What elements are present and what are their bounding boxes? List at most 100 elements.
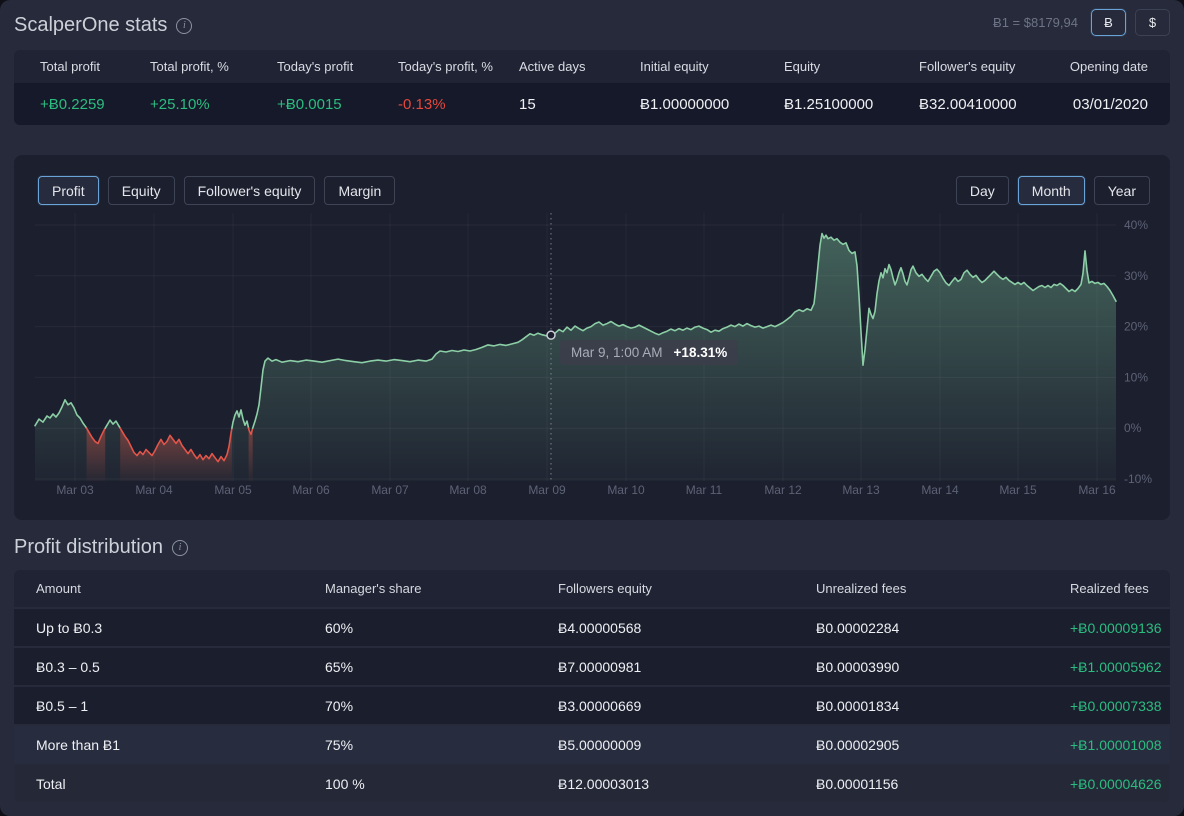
stats-page: ScalperOne stats i Ƀ1 = $8179,94 Ƀ$ Tota… <box>0 0 1184 816</box>
info-icon[interactable]: i <box>172 540 188 556</box>
distribution-cell-unrealized: Ƀ0.00002284 <box>794 609 1048 646</box>
svg-text:Mar 14: Mar 14 <box>921 483 959 497</box>
svg-text:Mar 05: Mar 05 <box>214 483 252 497</box>
distribution-column-header: Unrealized fees <box>794 570 1048 607</box>
distribution-cell-amount: Ƀ0.3 – 0.5 <box>14 648 303 685</box>
distribution-cell-followers: Ƀ5.00000009 <box>536 726 794 763</box>
svg-text:Mar 13: Mar 13 <box>842 483 880 497</box>
tab-equity[interactable]: Equity <box>108 176 175 205</box>
svg-text:40%: 40% <box>1124 218 1148 232</box>
distribution-cell-share: 65% <box>303 648 536 685</box>
stats-column-header: Follower's equity <box>893 50 1044 83</box>
svg-text:Mar 11: Mar 11 <box>686 483 723 497</box>
tab-follower-s-equity[interactable]: Follower's equity <box>184 176 316 205</box>
distribution-cell-share: 70% <box>303 687 536 724</box>
distribution-column-header: Realized fees <box>1048 570 1170 607</box>
svg-text:0%: 0% <box>1124 421 1142 435</box>
distribution-cell-realized: +Ƀ1.00005962 <box>1048 648 1170 685</box>
distribution-title-text: Profit distribution <box>14 536 163 559</box>
distribution-column-header: Followers equity <box>536 570 794 607</box>
stats-column-header: Active days <box>493 50 614 83</box>
distribution-title: Profit distribution i <box>14 536 188 559</box>
stats-column-header: Equity <box>758 50 893 83</box>
svg-text:10%: 10% <box>1124 370 1148 384</box>
stats-value: 15 <box>493 83 614 125</box>
svg-text:Mar 07: Mar 07 <box>371 483 409 497</box>
distribution-cell-amount: Total <box>14 765 303 802</box>
distribution-cell-realized: +Ƀ0.00009136 <box>1048 609 1170 646</box>
distribution-header-row: AmountManager's shareFollowers equityUnr… <box>14 570 1170 607</box>
distribution-cell-unrealized: Ƀ0.00003990 <box>794 648 1048 685</box>
distribution-column-header: Manager's share <box>303 570 536 607</box>
svg-text:Mar 09: Mar 09 <box>528 483 566 497</box>
svg-text:30%: 30% <box>1124 269 1148 283</box>
stats-value: Ƀ1.00000000 <box>614 83 758 125</box>
distribution-column-header: Amount <box>14 570 303 607</box>
distribution-cell-unrealized: Ƀ0.00002905 <box>794 726 1048 763</box>
profit-chart: Mar 03 Mar 04 Mar 05 Mar 06 Mar 07 Mar 08 Mar … <box>14 155 1170 520</box>
stats-value: Ƀ32.00410000 <box>893 83 1044 125</box>
svg-text:Mar 03: Mar 03 <box>56 483 94 497</box>
distribution-cell-realized: +Ƀ0.00007338 <box>1048 687 1170 724</box>
distribution-row[interactable]: Up to Ƀ0.360%Ƀ4.00000568Ƀ0.00002284+Ƀ0.0… <box>14 609 1170 646</box>
svg-text:Mar 08: Mar 08 <box>449 483 487 497</box>
currency-button-usd[interactable]: $ <box>1135 9 1170 36</box>
stats-value: +Ƀ0.2259 <box>14 83 124 125</box>
stats-values-row: +Ƀ0.2259+25.10%+Ƀ0.0015-0.13%15Ƀ1.000000… <box>14 83 1170 125</box>
distribution-row[interactable]: Ƀ0.3 – 0.565%Ƀ7.00000981Ƀ0.00003990+Ƀ1.0… <box>14 648 1170 685</box>
stats-column-header: Today's profit, % <box>372 50 493 83</box>
distribution-cell-realized: +Ƀ0.00004626 <box>1048 765 1170 802</box>
currency-button-btc[interactable]: Ƀ <box>1091 9 1126 36</box>
stats-column-header: Opening date <box>1044 50 1170 83</box>
range-year[interactable]: Year <box>1094 176 1150 205</box>
distribution-cell-share: 60% <box>303 609 536 646</box>
tab-profit[interactable]: Profit <box>38 176 99 205</box>
svg-text:Mar 12: Mar 12 <box>764 483 802 497</box>
distribution-cell-followers: Ƀ7.00000981 <box>536 648 794 685</box>
distribution-row[interactable]: Ƀ0.5 – 170%Ƀ3.00000669Ƀ0.00001834+Ƀ0.000… <box>14 687 1170 724</box>
page-title-text: ScalperOne stats <box>14 14 167 37</box>
stats-column-header: Total profit <box>14 50 124 83</box>
stats-column-header: Total profit, % <box>124 50 251 83</box>
distribution-cell-realized: +Ƀ1.00001008 <box>1048 726 1170 763</box>
stats-value: -0.13% <box>372 83 493 125</box>
svg-text:20%: 20% <box>1124 320 1148 334</box>
distribution-cell-amount: Ƀ0.5 – 1 <box>14 687 303 724</box>
distribution-body: Up to Ƀ0.360%Ƀ4.00000568Ƀ0.00002284+Ƀ0.0… <box>14 609 1170 802</box>
distribution-cell-followers: Ƀ4.00000568 <box>536 609 794 646</box>
stats-column-header: Initial equity <box>614 50 758 83</box>
distribution-row[interactable]: More than Ƀ175%Ƀ5.00000009Ƀ0.00002905+Ƀ1… <box>14 726 1170 763</box>
svg-text:Mar 06: Mar 06 <box>292 483 330 497</box>
exchange-rate: Ƀ1 = $8179,94 <box>993 15 1078 30</box>
distribution-cell-followers: Ƀ12.00003013 <box>536 765 794 802</box>
tooltip-value: +18.31% <box>674 345 728 360</box>
chart-panel: Mar 03 Mar 04 Mar 05 Mar 06 Mar 07 Mar 08 Mar … <box>14 155 1170 520</box>
distribution-cell-share: 100 % <box>303 765 536 802</box>
stats-value: 03/01/2020 <box>1044 83 1170 125</box>
distribution-cell-amount: More than Ƀ1 <box>14 726 303 763</box>
distribution-table: AmountManager's shareFollowers equityUnr… <box>14 570 1170 802</box>
stats-column-header: Today's profit <box>251 50 372 83</box>
svg-text:Mar 04: Mar 04 <box>135 483 173 497</box>
range-month[interactable]: Month <box>1018 176 1085 205</box>
range-day[interactable]: Day <box>956 176 1009 205</box>
info-icon[interactable]: i <box>176 18 192 34</box>
distribution-cell-followers: Ƀ3.00000669 <box>536 687 794 724</box>
distribution-cell-unrealized: Ƀ0.00001156 <box>794 765 1048 802</box>
stats-value: +Ƀ0.0015 <box>251 83 372 125</box>
currency-switch: Ƀ1 = $8179,94 Ƀ$ <box>993 9 1170 36</box>
page-title: ScalperOne stats i <box>14 14 192 37</box>
currency-buttons: Ƀ$ <box>1091 9 1170 36</box>
stats-value: +25.10% <box>124 83 251 125</box>
distribution-cell-share: 75% <box>303 726 536 763</box>
tab-margin[interactable]: Margin <box>324 176 395 205</box>
svg-text:-10%: -10% <box>1124 472 1152 486</box>
range-tabs: Day Month Year <box>956 176 1150 205</box>
distribution-row[interactable]: Total100 %Ƀ12.00003013Ƀ0.00001156+Ƀ0.000… <box>14 765 1170 802</box>
distribution-cell-unrealized: Ƀ0.00001834 <box>794 687 1048 724</box>
svg-text:Mar 15: Mar 15 <box>999 483 1037 497</box>
stats-value: Ƀ1.25100000 <box>758 83 893 125</box>
tooltip-date: Mar 9, 1:00 AM <box>571 345 663 360</box>
metric-tabs: Profit Equity Follower's equity Margin <box>38 176 395 205</box>
stats-header-row: Total profitTotal profit, %Today's profi… <box>14 50 1170 83</box>
